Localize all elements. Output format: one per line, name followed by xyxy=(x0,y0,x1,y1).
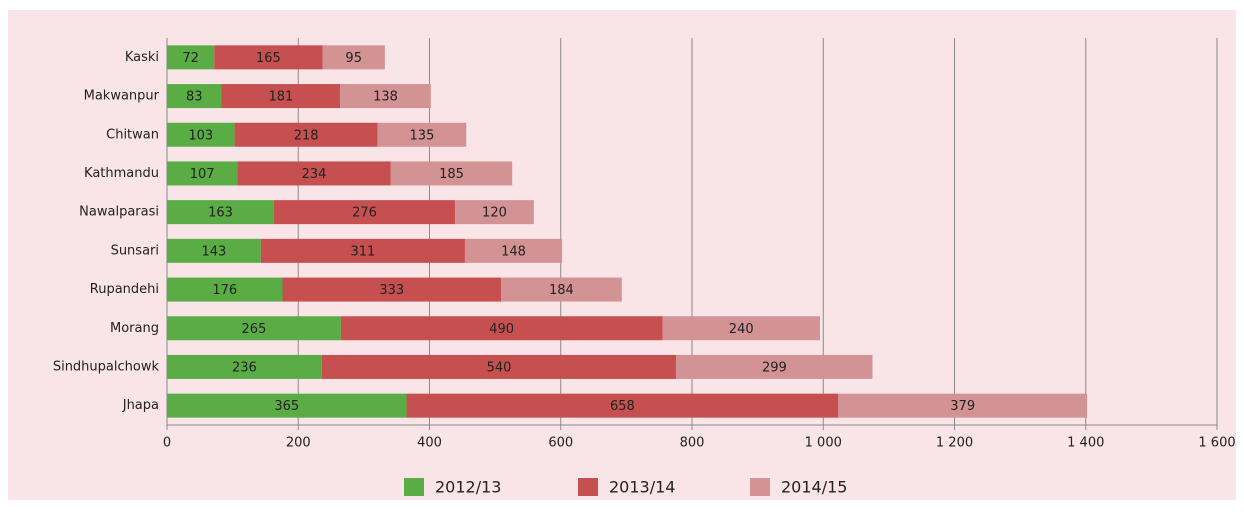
bar-segment xyxy=(167,45,215,70)
data-label: 165 xyxy=(256,51,281,66)
bar-segment xyxy=(273,200,456,225)
data-label: 176 xyxy=(212,283,237,298)
data-label: 218 xyxy=(294,128,319,143)
data-label: 299 xyxy=(762,360,787,375)
bar-segment xyxy=(322,45,385,70)
bar-segment xyxy=(377,122,467,147)
data-label: 379 xyxy=(950,399,975,414)
data-label: 103 xyxy=(188,128,213,143)
x-tick-label: 800 xyxy=(680,436,705,451)
bar-segment xyxy=(321,354,677,379)
data-label: 120 xyxy=(482,206,507,221)
bar-segment xyxy=(406,393,839,418)
y-tick-label: Makwanpur xyxy=(84,89,160,104)
bar-segment xyxy=(237,161,391,186)
y-tick-label: Kathmandu xyxy=(84,166,159,181)
x-tick-label: 1 600 xyxy=(1198,436,1235,451)
bar-segment xyxy=(260,238,465,263)
data-label: 540 xyxy=(487,360,512,375)
x-tick-label: 0 xyxy=(163,436,171,451)
bar-segment xyxy=(167,122,235,147)
bar-segment xyxy=(167,316,341,341)
bar-segment xyxy=(167,354,322,379)
y-tick-label: Morang xyxy=(110,321,159,336)
bar-segment xyxy=(221,84,341,109)
y-tick-label: Nawalparasi xyxy=(79,205,159,220)
y-tick-label: Rupandehi xyxy=(90,282,159,297)
data-label: 83 xyxy=(186,90,203,105)
x-tick-label: 1 000 xyxy=(805,436,842,451)
legend-swatch xyxy=(750,478,770,496)
data-label: 95 xyxy=(345,51,362,66)
data-label: 490 xyxy=(489,322,514,337)
x-tick-label: 1 400 xyxy=(1067,436,1104,451)
legend-label: 2014/15 xyxy=(781,478,847,497)
data-label: 240 xyxy=(729,322,754,337)
data-label: 365 xyxy=(274,399,299,414)
bar-segment xyxy=(455,200,534,225)
bar-segment xyxy=(167,161,238,186)
data-label: 333 xyxy=(379,283,404,298)
x-tick-label: 600 xyxy=(548,436,573,451)
bar-segment xyxy=(340,84,431,109)
data-label: 148 xyxy=(501,244,526,259)
data-label: 311 xyxy=(350,244,375,259)
x-tick-label: 200 xyxy=(286,436,311,451)
data-label: 234 xyxy=(302,167,327,182)
data-label: 138 xyxy=(373,90,398,105)
bar-segment xyxy=(167,238,261,263)
data-label: 72 xyxy=(182,51,199,66)
bar-segment xyxy=(340,316,663,341)
legend-swatch xyxy=(404,478,424,496)
data-label: 163 xyxy=(208,206,233,221)
data-label: 181 xyxy=(268,90,293,105)
bar-segment xyxy=(167,84,222,109)
y-tick-label: Chitwan xyxy=(106,127,159,142)
legend-swatch xyxy=(578,478,598,496)
y-tick-label: Sunsari xyxy=(111,243,159,258)
bar-segment xyxy=(662,316,820,341)
bar-segment xyxy=(167,393,407,418)
bar-segment xyxy=(167,277,283,302)
y-tick-label: Jhapa xyxy=(122,398,159,413)
bar-segment xyxy=(676,354,873,379)
data-label: 184 xyxy=(549,283,574,298)
data-label: 276 xyxy=(352,206,377,221)
bar-segment xyxy=(501,277,622,302)
data-label: 107 xyxy=(190,167,215,182)
data-label: 185 xyxy=(439,167,464,182)
bar-segment xyxy=(838,393,1088,418)
data-label: 143 xyxy=(202,244,227,259)
bar-segment xyxy=(464,238,563,263)
bar-segment xyxy=(390,161,513,186)
y-tick-label: Kaski xyxy=(125,50,159,65)
x-tick-label: 400 xyxy=(417,436,442,451)
bar-segment xyxy=(282,277,502,302)
bar-segment xyxy=(167,200,274,225)
bar-segment xyxy=(234,122,378,147)
legend-label: 2012/13 xyxy=(435,478,501,497)
legend-label: 2013/14 xyxy=(609,478,675,497)
data-label: 658 xyxy=(610,399,635,414)
x-tick-label: 1 200 xyxy=(936,436,973,451)
data-label: 265 xyxy=(242,322,267,337)
data-label: 236 xyxy=(232,360,257,375)
y-tick-label: Sindhupalchowk xyxy=(53,359,160,374)
bar-segment xyxy=(214,45,323,70)
data-label: 135 xyxy=(410,128,435,143)
